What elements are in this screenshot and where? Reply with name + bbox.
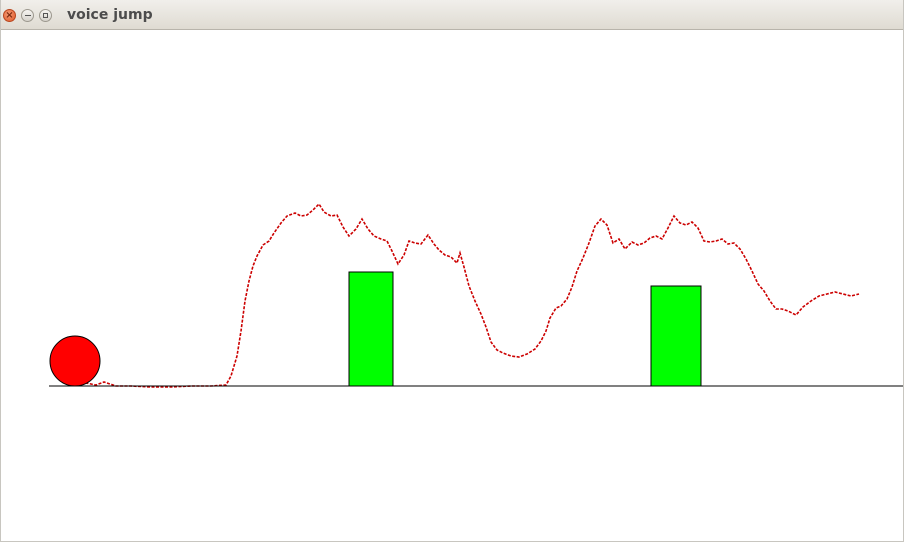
window-title: voice jump (67, 7, 153, 23)
game-scene (49, 202, 903, 388)
minimize-icon (25, 15, 31, 16)
voice-pitch-trace (80, 202, 860, 388)
player-ball (49, 335, 101, 387)
minimize-button[interactable] (21, 9, 34, 22)
maximize-button[interactable] (39, 9, 52, 22)
title-bar[interactable]: × voice jump (1, 0, 903, 30)
game-canvas[interactable] (1, 31, 903, 541)
maximize-icon (43, 13, 48, 18)
close-button[interactable]: × (3, 9, 16, 22)
obstacle-block (348, 271, 394, 387)
close-icon: × (5, 9, 14, 21)
obstacle-block (650, 285, 702, 387)
